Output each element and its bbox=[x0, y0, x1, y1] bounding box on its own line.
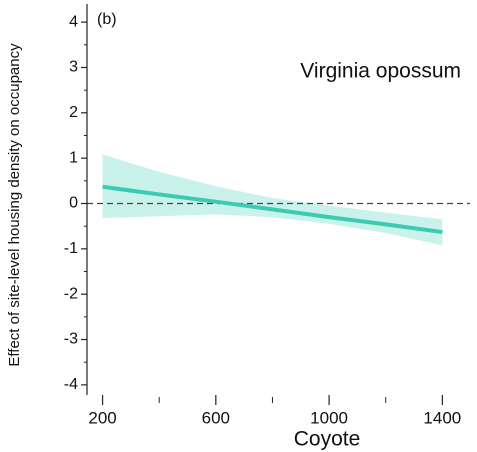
trend-line bbox=[102, 184, 443, 235]
x-tick-label: 600 bbox=[202, 408, 230, 427]
panel-label: (b) bbox=[97, 11, 117, 28]
y-tick-label: -1 bbox=[64, 240, 78, 257]
y-tick-label: -4 bbox=[64, 376, 78, 393]
y-tick-label: -3 bbox=[64, 331, 78, 348]
y-tick-label: 0 bbox=[69, 195, 78, 212]
y-tick-label: -2 bbox=[64, 285, 78, 302]
y-axis-label: Effect of site-level housing density on … bbox=[6, 43, 23, 367]
y-tick-label: 1 bbox=[69, 149, 78, 166]
confidence-band bbox=[102, 154, 443, 246]
y-tick-label: 3 bbox=[69, 59, 78, 76]
chart-title: Virginia opossum bbox=[300, 60, 461, 83]
y-tick-label: 2 bbox=[69, 104, 78, 121]
x-tick-label: 1000 bbox=[310, 408, 348, 427]
x-tick-label: 1400 bbox=[423, 408, 461, 427]
x-axis-label: Coyote bbox=[294, 428, 361, 451]
x-tick-label: 200 bbox=[88, 408, 116, 427]
y-tick-label: 4 bbox=[69, 13, 78, 30]
